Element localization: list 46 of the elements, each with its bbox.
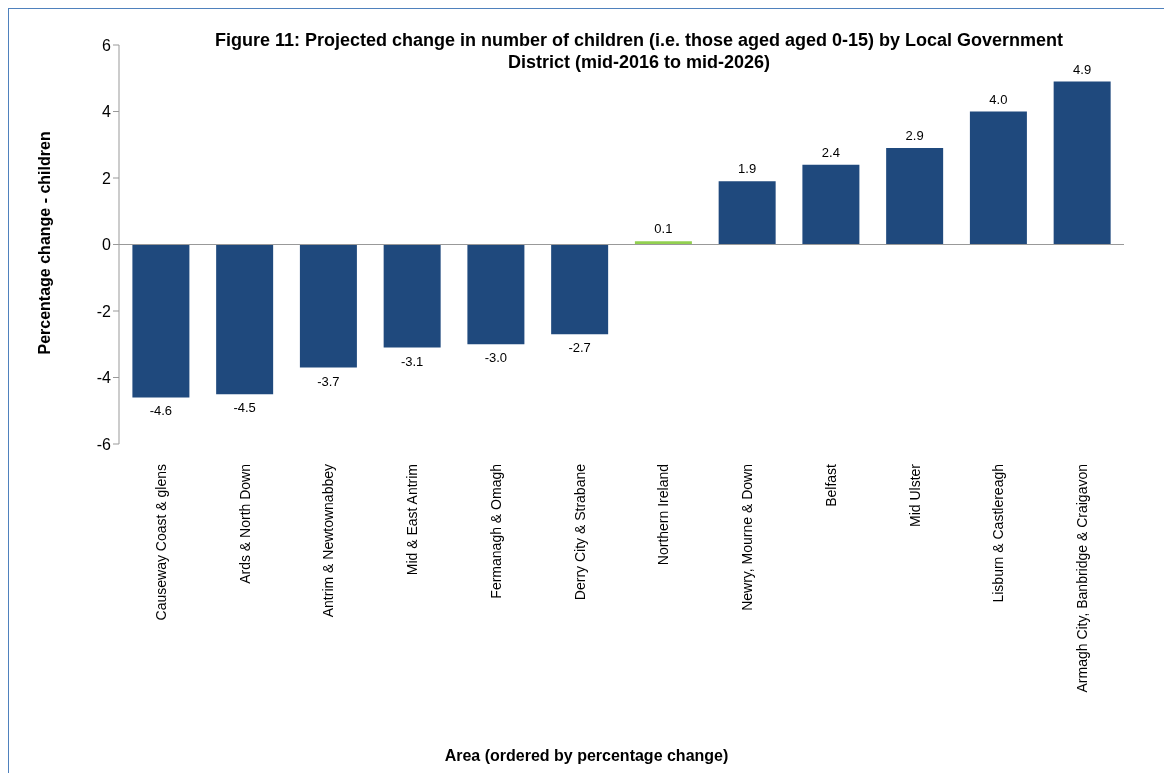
x-tick-label: Mid Ulster (906, 463, 923, 528)
data-label: -3.0 (484, 350, 508, 366)
data-label: 1.9 (738, 161, 757, 177)
data-label: 0.1 (654, 221, 673, 237)
bar (132, 244, 190, 398)
data-label: 4.9 (1073, 61, 1092, 77)
x-tick-label: Northern Ireland (655, 464, 672, 566)
bar (802, 164, 860, 245)
x-tick-label: Ards & North Down (236, 464, 253, 584)
x-axis-title: Area (ordered by percentage change) (443, 747, 730, 765)
bar (383, 244, 441, 348)
y-tick-label: 4 (102, 103, 112, 121)
data-label: -4.5 (233, 400, 256, 416)
x-tick-label: Derry City & Strabane (571, 463, 588, 601)
chart-title: Figure 11: Projected change in number of children (i.e. those aged aged 0-15) by Local Government District (mid-2016 to mid-2026) (214, 30, 1064, 72)
x-tick-label: Causeway Coast & glens (152, 464, 169, 621)
x-tick-label: Armagh City, Banbridge & Craigavon (1074, 464, 1091, 693)
bar (467, 244, 525, 345)
bar (718, 181, 776, 245)
data-label: -3.7 (317, 373, 340, 389)
y-tick-label: -4 (96, 369, 112, 387)
y-tick-label: 0 (102, 236, 112, 254)
data-label: 2.4 (821, 144, 840, 160)
y-tick-label: 2 (102, 169, 112, 187)
x-tick-label: Antrim & Newtownabbey (320, 464, 337, 618)
bar (299, 244, 357, 368)
bar (216, 244, 274, 395)
y-tick-label: 6 (102, 36, 112, 54)
x-tick-label: Belfast (822, 463, 839, 507)
bar (969, 111, 1027, 245)
x-tick-label: Newry, Mourne & Down (739, 464, 756, 611)
bar (551, 244, 609, 335)
data-label: -4.6 (149, 403, 173, 419)
data-label: 2.9 (905, 128, 924, 144)
bar (1053, 81, 1111, 245)
data-label: 4.0 (989, 91, 1008, 107)
x-tick-label: Mid & East Antrim (404, 464, 421, 576)
y-axis-title: Percentage change - children (35, 131, 53, 355)
data-label: -3.1 (400, 353, 424, 369)
x-tick-label: Lisburn & Castlereagh (990, 464, 1007, 603)
bar (886, 148, 944, 245)
data-label: -2.7 (568, 340, 591, 356)
y-tick-label: -6 (96, 435, 112, 453)
bar (634, 241, 692, 245)
x-tick-label: Fermanagh & Omagh (487, 464, 504, 599)
y-tick-label: -2 (96, 302, 112, 320)
